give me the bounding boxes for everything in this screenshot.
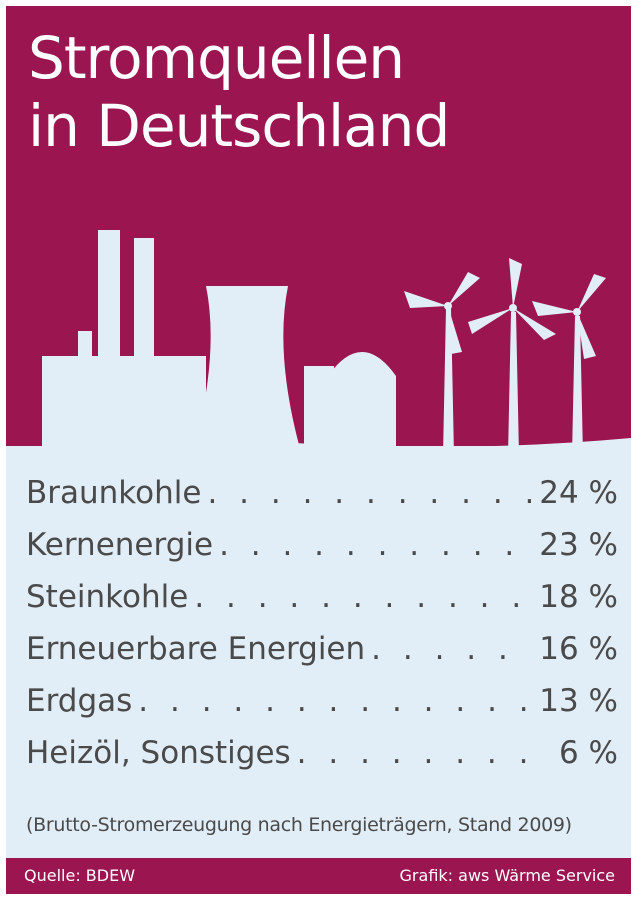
energy-source-table: Braunkohle. . . . . . . . . . . . . . . … — [26, 467, 618, 779]
row-value: 13 % — [539, 683, 618, 719]
dot-leader: . . . . . . . . . . . . . . . . . . . . … — [296, 735, 553, 771]
table-row: Erdgas. . . . . . . . . . . . . . . . . … — [26, 675, 618, 727]
row-label: Kernenergie — [26, 527, 214, 563]
dot-leader: . . . . . . . . . . . . . . . . . . . . … — [219, 527, 533, 563]
footer-bar: Quelle: BDEW Grafik: aws Wärme Service — [6, 858, 631, 894]
ground-wave — [6, 438, 631, 456]
row-value: 24 % — [539, 475, 618, 511]
chart-title: Stromquellen in Deutschland — [28, 24, 450, 160]
graphic-credit: Grafik: aws Wärme Service — [399, 866, 615, 885]
source-credit: Quelle: BDEW — [24, 866, 136, 885]
cooling-tower-icon — [192, 286, 302, 456]
row-value: 18 % — [539, 579, 618, 615]
row-label: Braunkohle — [26, 475, 202, 511]
row-label: Erneuerbare Energien — [26, 631, 366, 667]
dot-leader: . . . . . . . . . . . . . . . . . . . . … — [138, 683, 534, 719]
table-row: Steinkohle. . . . . . . . . . . . . . . … — [26, 571, 618, 623]
table-row: Heizöl, Sonstiges. . . . . . . . . . . .… — [26, 727, 618, 779]
row-label: Steinkohle — [26, 579, 189, 615]
wind-turbine-icon — [404, 272, 480, 456]
row-label: Erdgas — [26, 683, 133, 719]
row-label: Heizöl, Sonstiges — [26, 735, 291, 771]
row-value: 16 % — [539, 631, 618, 667]
reactor-dome-icon — [304, 352, 396, 456]
dot-leader: . . . . . . . . . . . . . . . . . . . . … — [207, 475, 533, 511]
title-line-2: in Deutschland — [28, 92, 450, 160]
power-plant-skyline-icon — [6, 230, 631, 456]
row-value: 6 % — [558, 735, 618, 771]
chart-note: (Brutto-Stromerzeugung nach Energieträge… — [26, 814, 572, 836]
factory-chimneys-icon — [42, 230, 206, 456]
row-value: 23 % — [539, 527, 618, 563]
table-row: Erneuerbare Energien. . . . . . . . . . … — [26, 623, 618, 675]
dot-leader: . . . . . . . . . . . . . . . . . . . . … — [371, 631, 533, 667]
table-row: Kernenergie. . . . . . . . . . . . . . .… — [26, 519, 618, 571]
table-row: Braunkohle. . . . . . . . . . . . . . . … — [26, 467, 618, 519]
dot-leader: . . . . . . . . . . . . . . . . . . . . … — [194, 579, 533, 615]
wind-turbine-icon — [532, 274, 606, 456]
title-line-1: Stromquellen — [28, 24, 405, 92]
infographic-card: Stromquellen in Deutschland — [6, 6, 631, 894]
wind-turbine-icon — [468, 258, 556, 456]
